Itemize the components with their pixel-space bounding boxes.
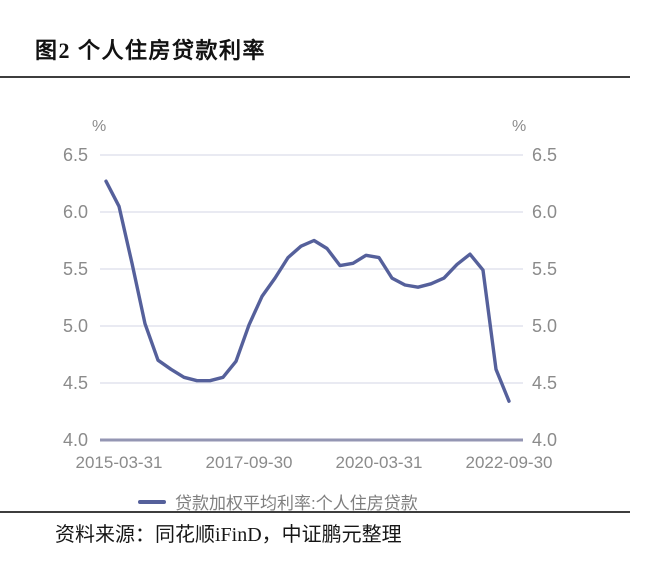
y-tick-label-left: 6.5 (62, 145, 88, 165)
figure-title: 图2 个人住房贷款利率 (35, 38, 267, 63)
y-tick-label-left: 6.0 (62, 202, 88, 222)
x-tick-label: 2020-03-31 (335, 453, 423, 472)
chart-legend: 贷款加权平均利率:个人住房贷款 (138, 489, 418, 514)
y-axis-unit-right: % (512, 118, 527, 135)
y-tick-label-right: 6.5 (532, 145, 558, 165)
series-line (104, 179, 511, 403)
y-tick-label-left: 4.5 (62, 373, 88, 393)
y-tick-label-right: 4.0 (532, 430, 558, 450)
x-tick-label: 2015-03-31 (75, 453, 163, 472)
data-source-note: 资料来源：同花顺iFinD，中证鹏元整理 (55, 524, 402, 546)
y-axis-unit-left: % (92, 118, 107, 135)
title-divider (0, 76, 630, 78)
y-tick-label-right: 5.0 (532, 316, 558, 336)
y-tick-label-left: 5.0 (62, 316, 88, 336)
legend-label: 贷款加权平均利率:个人住房贷款 (175, 494, 418, 513)
source-divider (0, 511, 630, 513)
legend-line-swatch (138, 499, 166, 504)
y-tick-label-right: 4.5 (532, 373, 558, 393)
y-tick-label-left: 5.5 (62, 259, 88, 279)
x-tick-label: 2022-09-30 (465, 453, 553, 472)
x-tick-label: 2017-09-30 (205, 453, 293, 472)
y-tick-label-right: 6.0 (532, 202, 558, 222)
y-tick-label-left: 4.0 (62, 430, 88, 450)
y-tick-label-right: 5.5 (532, 259, 558, 279)
